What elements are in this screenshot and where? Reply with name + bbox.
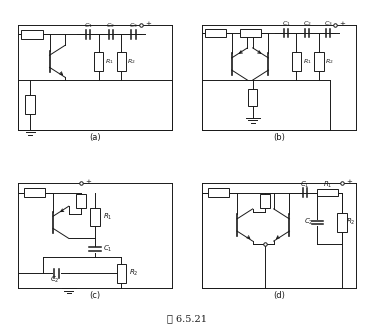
Text: $C_2$: $C_2$ (50, 275, 59, 285)
Text: $C_2$: $C_2$ (107, 20, 115, 30)
Text: $C_1$: $C_1$ (102, 244, 112, 254)
Bar (25, 95, 35, 114)
Bar (208, 188, 229, 197)
Text: +: + (346, 179, 352, 185)
Text: $C_2$: $C_2$ (304, 217, 313, 228)
Text: $C_3$: $C_3$ (129, 20, 138, 30)
Text: (b): (b) (273, 133, 285, 142)
Text: $R_1$: $R_1$ (303, 57, 311, 66)
Bar (248, 89, 257, 106)
Bar (94, 52, 103, 71)
Text: $C_3$: $C_3$ (324, 19, 332, 28)
Text: +: + (145, 21, 151, 27)
Text: $R_1$: $R_1$ (102, 212, 112, 222)
Bar (260, 194, 270, 208)
Bar (21, 30, 43, 39)
Text: $R_2$: $R_2$ (128, 57, 136, 66)
Text: $R_2$: $R_2$ (346, 217, 356, 228)
Bar (24, 188, 45, 197)
Text: $R_1$: $R_1$ (105, 57, 113, 66)
Text: $R_2$: $R_2$ (325, 57, 334, 66)
Bar (318, 189, 338, 197)
Bar (76, 194, 86, 208)
Text: $R_2$: $R_2$ (129, 268, 138, 279)
Bar (117, 52, 126, 71)
Text: $C_1$: $C_1$ (84, 20, 92, 30)
Bar (292, 52, 301, 71)
Bar (90, 208, 100, 226)
Text: $C_1$: $C_1$ (300, 180, 310, 190)
Text: +: + (339, 21, 345, 27)
Text: (c): (c) (89, 291, 101, 300)
Text: (d): (d) (273, 291, 285, 300)
Bar (117, 264, 126, 283)
Bar (240, 29, 261, 37)
Text: (a): (a) (89, 133, 101, 142)
Text: $C_2$: $C_2$ (303, 19, 311, 28)
Text: $R_1$: $R_1$ (323, 180, 333, 190)
Text: $C_1$: $C_1$ (282, 19, 290, 28)
Bar (315, 52, 324, 71)
Text: +: + (85, 179, 91, 185)
Text: 图 6.5.21: 图 6.5.21 (167, 314, 207, 323)
Bar (205, 29, 226, 37)
Bar (337, 213, 347, 232)
